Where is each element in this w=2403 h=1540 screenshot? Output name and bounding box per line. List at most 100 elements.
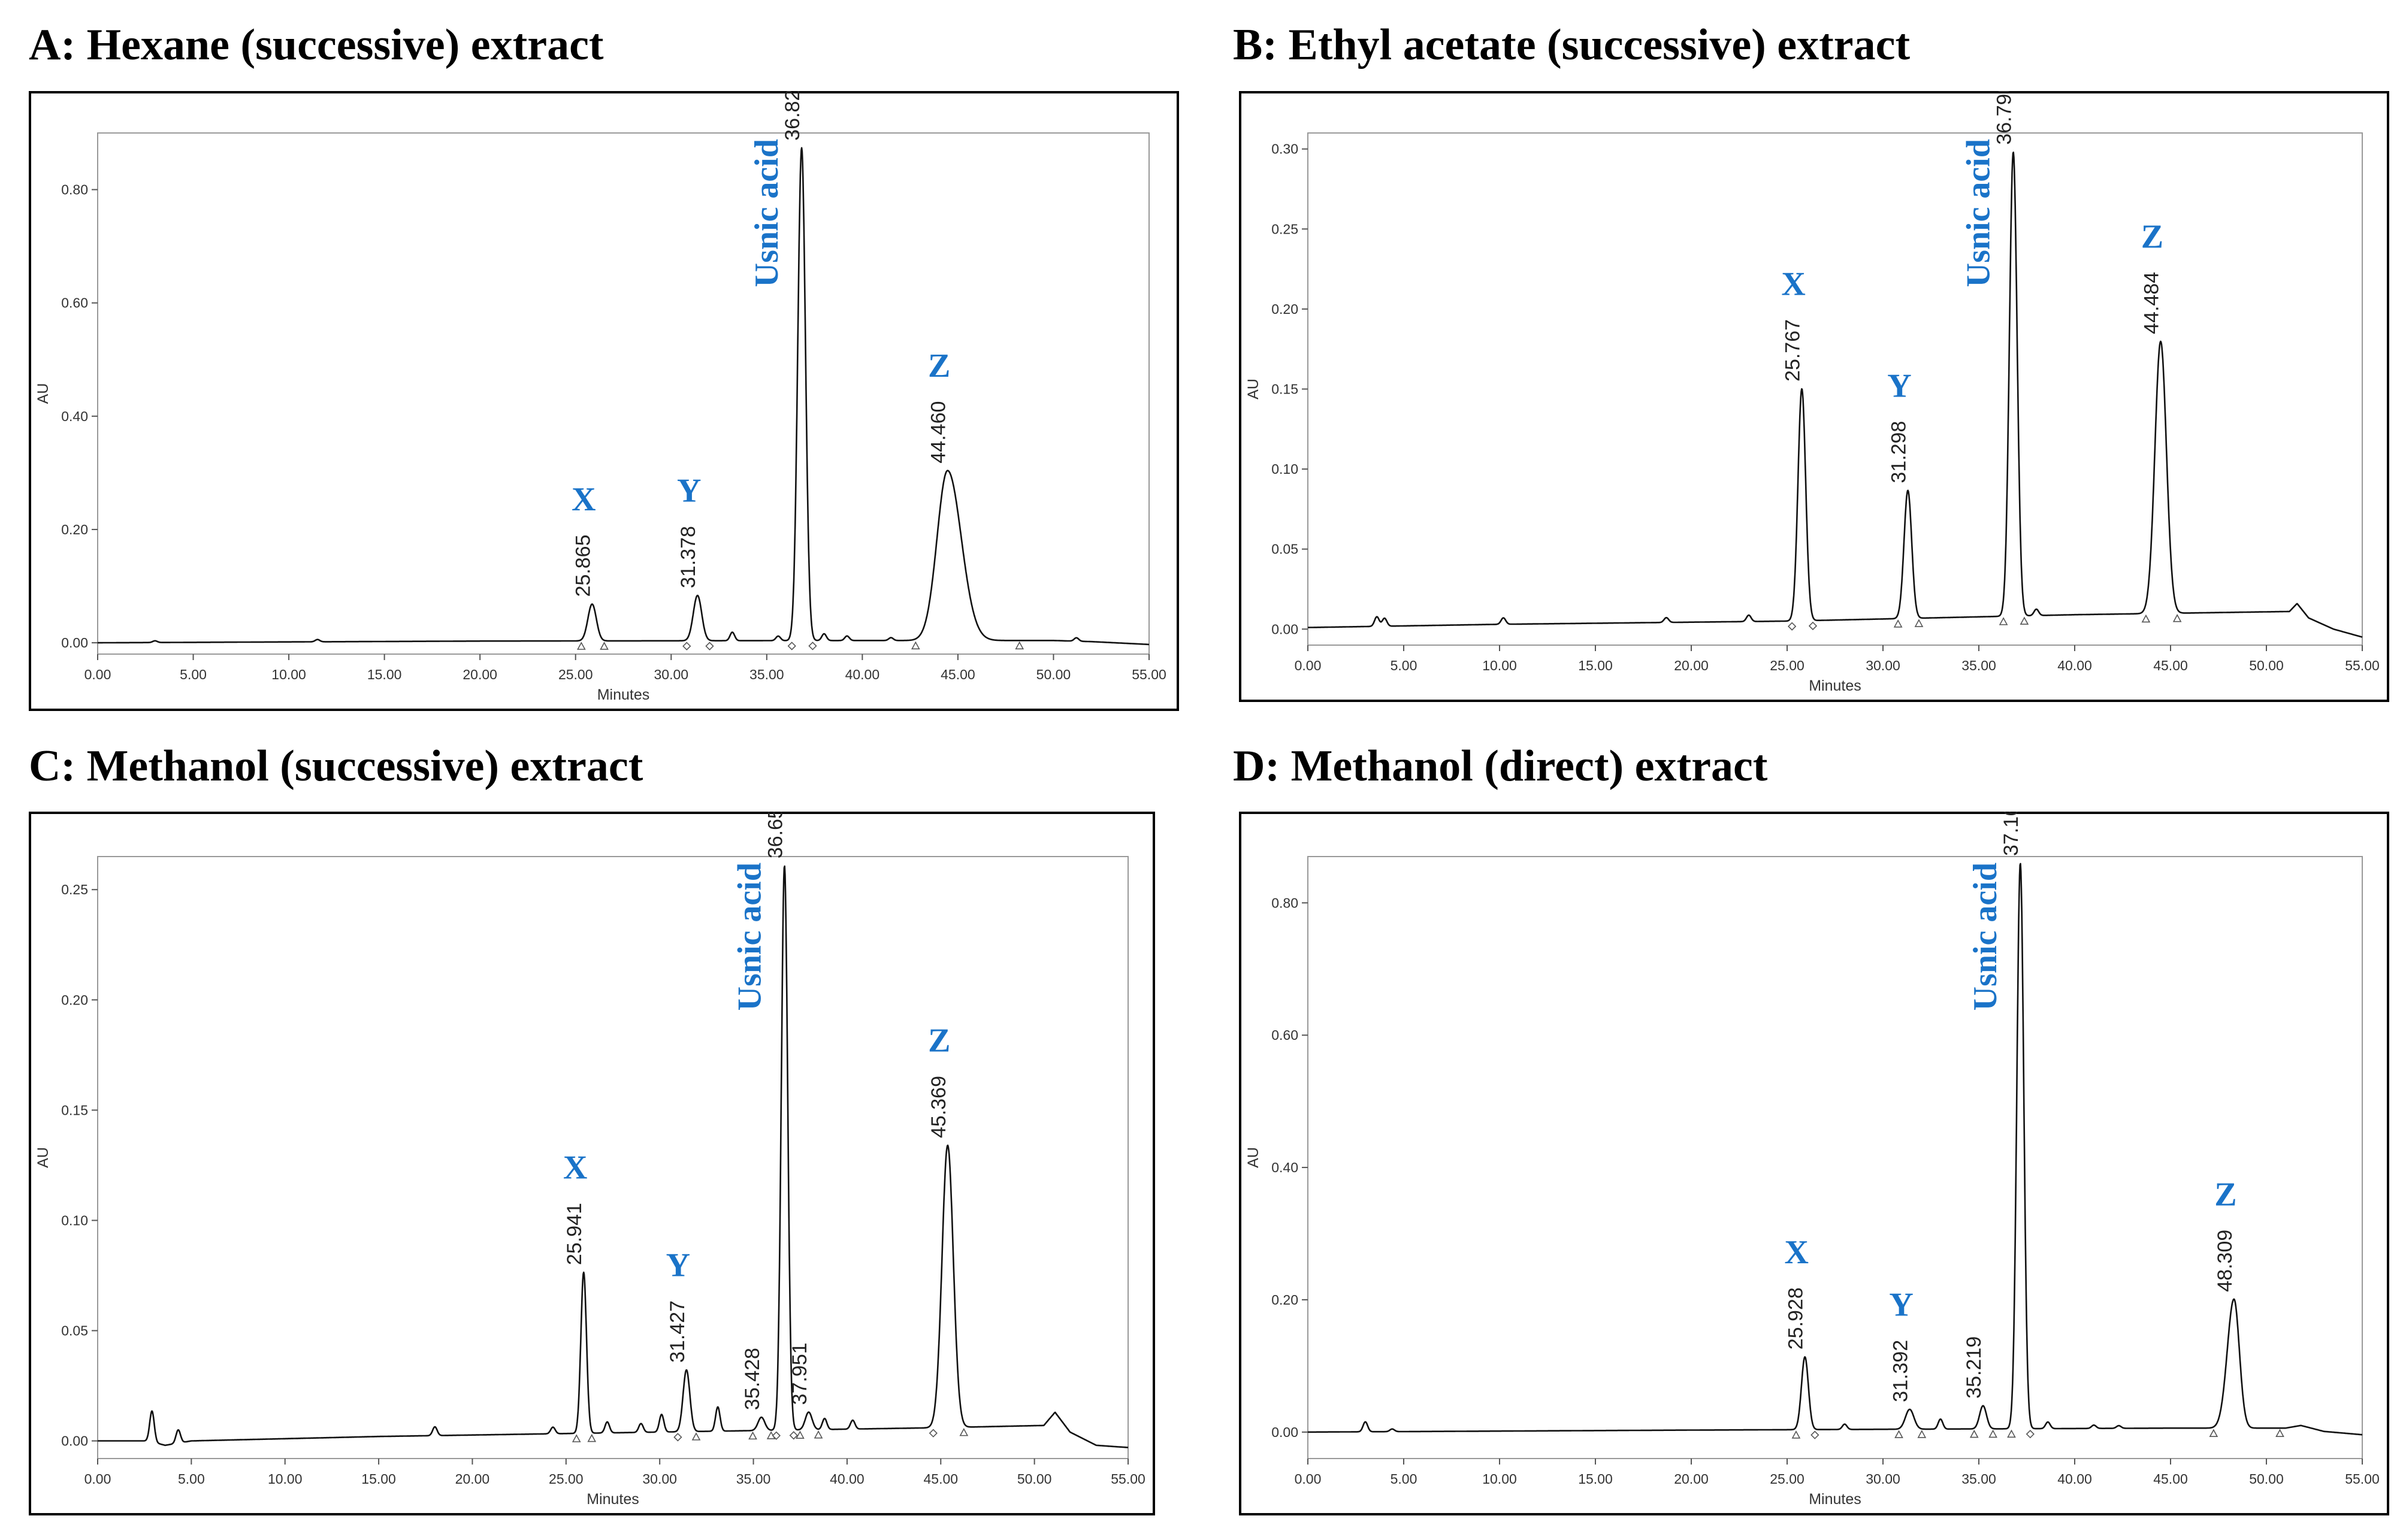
y-tick-label: 0.40 xyxy=(1271,1160,1298,1175)
compound-label-y: Y xyxy=(1887,367,1911,404)
x-axis-label: Minutes xyxy=(597,686,650,703)
y-tick-label: 0.25 xyxy=(61,882,88,897)
x-tick-label: 0.00 xyxy=(1295,1471,1322,1487)
peak-marker xyxy=(673,1433,682,1442)
panel-frame xyxy=(1239,812,2389,1515)
peak-rt-label: 25.941 xyxy=(563,1203,586,1265)
x-tick-label: 40.00 xyxy=(845,667,880,682)
x-tick-label: 20.00 xyxy=(455,1471,490,1487)
panel-frame xyxy=(29,812,1155,1515)
peak-marker xyxy=(572,1434,581,1442)
x-tick-label: 55.00 xyxy=(2345,658,2380,673)
y-tick-label: 0.20 xyxy=(61,522,88,537)
compound-label-usnic-acid: Usnic acid xyxy=(1960,139,1997,287)
panel-frame xyxy=(29,91,1179,711)
x-tick-label: 35.00 xyxy=(749,667,784,682)
y-tick-label: 0.10 xyxy=(1271,461,1298,477)
peak-rt-label: 31.392 xyxy=(1890,1340,1912,1402)
peak-marker xyxy=(2209,1429,2218,1437)
compound-label-x: X xyxy=(1781,266,1805,303)
y-tick-label: 0.05 xyxy=(1271,541,1298,557)
x-tick-label: 35.00 xyxy=(736,1471,771,1487)
x-tick-label: 15.00 xyxy=(1578,658,1613,673)
peak-marker xyxy=(1808,621,1818,631)
x-tick-label: 30.00 xyxy=(654,667,688,682)
x-tick-label: 10.00 xyxy=(1482,658,1517,673)
peak-rt-label: 25.767 xyxy=(1782,319,1804,382)
compound-label-y: Y xyxy=(666,1247,690,1284)
chromatogram-trace xyxy=(1307,863,2363,1436)
x-tick-label: 30.00 xyxy=(1866,658,1900,673)
peak-marker xyxy=(1894,1430,1903,1438)
compound-label-z: Z xyxy=(2141,218,2163,255)
compound-label-z: Z xyxy=(2214,1176,2236,1213)
peak-marker xyxy=(1810,1430,1819,1439)
y-tick-label: 0.60 xyxy=(61,295,88,311)
peak-marker xyxy=(789,1431,798,1440)
x-axis-label: Minutes xyxy=(1809,677,1861,694)
peak-marker xyxy=(772,1431,781,1440)
peak-rt-label: 25.928 xyxy=(1785,1287,1807,1350)
y-tick-label: 0.20 xyxy=(61,992,88,1007)
compound-label-x: X xyxy=(1784,1234,1808,1271)
plot-area xyxy=(97,132,1150,655)
x-tick-label: 55.00 xyxy=(1111,1471,1145,1487)
x-tick-label: 45.00 xyxy=(2153,1471,2188,1487)
y-tick-label: 0.80 xyxy=(61,182,88,198)
plot-area xyxy=(1307,856,2363,1459)
x-tick-label: 35.00 xyxy=(1961,1471,1996,1487)
peak-rt-label: 36.659 xyxy=(764,812,787,858)
peak-marker xyxy=(1999,617,2008,625)
x-tick-label: 50.00 xyxy=(2249,658,2284,673)
y-tick-label: 0.00 xyxy=(61,635,88,651)
peak-marker xyxy=(705,642,714,651)
x-tick-label: 50.00 xyxy=(2249,1471,2284,1487)
peak-marker xyxy=(1791,1430,1801,1439)
peak-marker xyxy=(1988,1429,1997,1438)
chromatogram-trace xyxy=(97,865,1129,1448)
peak-marker xyxy=(1914,619,1924,627)
compound-label-x: X xyxy=(572,481,596,518)
peak-rt-label: 44.460 xyxy=(927,401,950,464)
x-tick-label: 15.00 xyxy=(367,667,402,682)
peak-marker xyxy=(959,1427,969,1436)
x-tick-label: 5.00 xyxy=(180,667,207,682)
x-tick-label: 25.00 xyxy=(1770,1471,1804,1487)
peak-marker xyxy=(1788,622,1797,631)
peak-rt-label: 45.369 xyxy=(927,1076,950,1138)
peak-marker xyxy=(2007,1429,2016,1438)
x-tick-label: 0.00 xyxy=(84,667,111,682)
panel-title-c: C: Methanol (successive) extract xyxy=(29,742,643,791)
chromatogram-panel-b: 0.00 5.00 10.00 15.00 20.00 25.00 30.00 35.00 40… xyxy=(1239,91,2389,702)
peak-rt-label: 31.378 xyxy=(677,526,700,588)
y-tick-label: 0.20 xyxy=(1271,1292,1298,1308)
x-tick-label: 40.00 xyxy=(2057,658,2092,673)
peak-rt-label: 37.163 xyxy=(2000,812,2023,856)
chromatogram-panel-c: 0.00 5.00 10.00 15.00 20.00 25.00 30.00 35.00 40… xyxy=(29,812,1155,1515)
y-tick-label: 0.40 xyxy=(61,409,88,424)
x-tick-label: 10.00 xyxy=(268,1471,303,1487)
y-axis-label: AU xyxy=(35,1147,52,1168)
x-tick-label: 30.00 xyxy=(1866,1471,1900,1487)
compound-label-z: Z xyxy=(928,1022,950,1060)
compound-label-y: Y xyxy=(677,473,701,510)
x-tick-label: 20.00 xyxy=(1674,658,1709,673)
x-tick-label: 10.00 xyxy=(271,667,306,682)
peak-rt-label: 36.796 xyxy=(1993,91,2015,145)
peak-marker xyxy=(911,641,920,650)
x-tick-label: 45.00 xyxy=(2153,658,2188,673)
peak-rt-label: 37.951 xyxy=(788,1342,811,1405)
compound-label-usnic-acid: Usnic acid xyxy=(748,139,785,287)
y-tick-label: 0.05 xyxy=(61,1323,88,1338)
peak-marker xyxy=(1015,641,1024,650)
chromatogram-panel-a: 0.00 5.00 10.00 15.00 20.00 25.00 30.00 35.00 40… xyxy=(29,91,1179,711)
x-tick-label: 30.00 xyxy=(642,1471,677,1487)
peak-rt-label: 44.484 xyxy=(2140,272,2163,334)
y-tick-label: 0.80 xyxy=(1271,895,1298,910)
x-tick-label: 35.00 xyxy=(1961,658,1996,673)
peak-marker xyxy=(2275,1429,2284,1437)
peak-rt-label: 48.309 xyxy=(2214,1230,2236,1292)
peak-marker xyxy=(796,1430,805,1439)
compound-label-usnic-acid: Usnic acid xyxy=(731,863,768,1010)
peak-marker xyxy=(748,1431,757,1440)
